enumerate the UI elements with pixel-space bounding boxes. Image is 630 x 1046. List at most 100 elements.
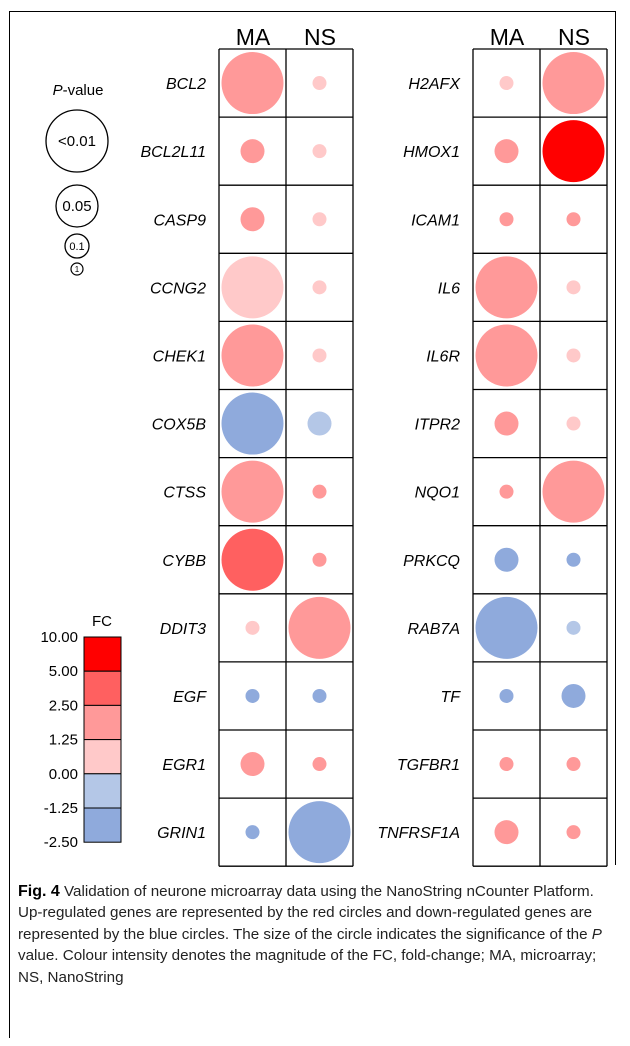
gene-label-ccng2: CCNG2 bbox=[150, 280, 206, 297]
fc-legend-tick-1: 5.00 bbox=[49, 663, 78, 680]
pvalue-legend-circle-2 bbox=[64, 233, 90, 259]
bubble-ns-tf bbox=[561, 683, 586, 708]
gene-label-rab7a: RAB7A bbox=[408, 621, 460, 638]
bubble-ns-cox5b bbox=[307, 411, 332, 436]
fc-legend-bin-4 bbox=[83, 773, 122, 809]
bubble-ma-nqo1 bbox=[499, 484, 514, 499]
gene-label-nqo1: NQO1 bbox=[415, 485, 460, 502]
pvalue-legend-label-1: 0.05 bbox=[62, 198, 91, 215]
bubble-ns-egr1 bbox=[312, 757, 327, 772]
gene-label-itpr2: ITPR2 bbox=[415, 417, 460, 434]
panel-1-col-header-ma: MA bbox=[236, 24, 271, 50]
gene-label-cybb: CYBB bbox=[162, 553, 206, 570]
bubble-ma-egr1 bbox=[240, 752, 265, 777]
bubble-ns-rab7a bbox=[566, 620, 581, 635]
fc-legend-bin-0 bbox=[83, 636, 122, 672]
bubble-ma-cox5b bbox=[221, 392, 284, 455]
pvalue-legend-circle-1 bbox=[55, 184, 99, 228]
fc-legend-tick-3: 1.25 bbox=[49, 732, 78, 749]
bubble-ns-icam1 bbox=[566, 212, 581, 227]
gene-label-cox5b: COX5B bbox=[152, 417, 207, 434]
bubble-ma-egf bbox=[245, 688, 260, 703]
gene-label-icam1: ICAM1 bbox=[411, 212, 460, 229]
pvalue-legend-label-0: <0.01 bbox=[58, 133, 96, 150]
bubble-ma-icam1 bbox=[499, 212, 514, 227]
bubble-ma-ccng2 bbox=[221, 256, 284, 319]
bubble-ns-itpr2 bbox=[566, 416, 581, 431]
bubble-ma-il6 bbox=[475, 256, 538, 319]
gene-label-il6r: IL6R bbox=[426, 348, 460, 365]
bubble-ma-tf bbox=[499, 688, 514, 703]
bubble-ns-ctss bbox=[312, 484, 327, 499]
bubble-ns-chek1 bbox=[312, 348, 327, 363]
bubble-ma-itpr2 bbox=[494, 411, 519, 436]
bubble-ma-ctss bbox=[221, 460, 284, 523]
figure-caption: Fig. 4 Validation of neurone microarray … bbox=[18, 881, 618, 988]
gene-label-tnfrsf1a: TNFRSF1A bbox=[377, 825, 460, 842]
pvalue-legend-circle-3 bbox=[70, 262, 84, 276]
bubble-ma-casp9 bbox=[240, 207, 265, 232]
bubble-ns-cybb bbox=[312, 552, 327, 567]
bubble-ma-il6r bbox=[475, 324, 538, 387]
bubble-ns-bcl2 bbox=[312, 76, 327, 91]
bubble-ma-hmox1 bbox=[494, 139, 519, 164]
gene-label-tf: TF bbox=[440, 689, 461, 706]
bubble-ns-nqo1 bbox=[542, 460, 605, 523]
fc-legend-bin-3 bbox=[83, 739, 122, 775]
caption-text-2: value. Colour intensity denotes the magn… bbox=[18, 947, 597, 986]
bubble-ma-chek1 bbox=[221, 324, 284, 387]
bubble-ma-bcl2l11 bbox=[240, 139, 265, 164]
bubble-ns-casp9 bbox=[312, 212, 327, 227]
gene-label-chek1: CHEK1 bbox=[153, 348, 206, 365]
bubble-ns-prkcq bbox=[566, 552, 581, 567]
caption-text-p: P bbox=[591, 925, 602, 943]
bubble-ma-tnfrsf1a bbox=[494, 820, 519, 845]
bubble-ma-grin1 bbox=[245, 825, 260, 840]
pvalue-legend-title-rest: -value bbox=[63, 82, 104, 99]
fc-legend-bin-2 bbox=[83, 704, 122, 741]
gene-label-il6: IL6 bbox=[438, 280, 460, 297]
bubble-ns-tnfrsf1a bbox=[566, 825, 581, 840]
bubble-ns-h2afx bbox=[542, 52, 605, 115]
bubble-ns-bcl2l11 bbox=[312, 144, 327, 159]
pvalue-legend-label-2: 0.1 bbox=[69, 241, 84, 253]
gene-label-bcl2: BCL2 bbox=[166, 76, 206, 93]
bubble-ns-il6r bbox=[566, 348, 581, 363]
gene-label-egr1: EGR1 bbox=[162, 757, 206, 774]
gene-label-h2afx: H2AFX bbox=[408, 76, 461, 93]
bubble-ma-ddit3 bbox=[245, 620, 260, 635]
gene-label-hmox1: HMOX1 bbox=[403, 144, 460, 161]
pvalue-legend-title: P-value bbox=[53, 82, 104, 99]
bubble-ns-grin1 bbox=[288, 801, 351, 864]
bubble-ma-h2afx bbox=[499, 76, 514, 91]
gene-label-prkcq: PRKCQ bbox=[403, 553, 460, 570]
fc-legend-tick-5: -1.25 bbox=[44, 800, 78, 817]
bubble-ns-ddit3 bbox=[288, 596, 351, 659]
fc-legend-tick-0: 10.00 bbox=[40, 629, 78, 646]
panel-2: H2AFX HMOX1 ICAM1 IL6 IL6R ITPR2 NQO1 PRKCQ RAB7… bbox=[377, 48, 608, 867]
panel-2-col-header-ns: NS bbox=[558, 24, 590, 50]
bubble-ma-tgfbr1 bbox=[499, 757, 514, 772]
panel-1-col-header-ns: NS bbox=[304, 24, 336, 50]
fc-color-legend: FC 10.00 5.00 2.50 1.25 0.00 -1.25 -2.50 bbox=[40, 613, 122, 851]
fc-legend-tick-2: 2.50 bbox=[49, 697, 78, 714]
gene-label-ddit3: DDIT3 bbox=[160, 621, 206, 638]
pvalue-size-legend: P-value <0.01 0.05 0.1 1 bbox=[45, 82, 109, 276]
caption-text-1: Validation of neurone microarray data us… bbox=[18, 883, 594, 943]
fc-legend-bin-5 bbox=[83, 807, 122, 843]
gene-label-bcl2l11: BCL2L11 bbox=[140, 144, 206, 161]
fc-legend-tick-4: 0.00 bbox=[49, 766, 78, 783]
figure-frame bbox=[9, 11, 616, 1038]
panel-2-col-header-ma: MA bbox=[490, 24, 525, 50]
pvalue-legend-label-3: 1 bbox=[75, 265, 80, 274]
pvalue-legend-title-italic: P bbox=[53, 82, 63, 99]
bubble-ns-ccng2 bbox=[312, 280, 327, 295]
bubble-ma-prkcq bbox=[494, 547, 519, 572]
bubble-ns-hmox1 bbox=[542, 120, 605, 183]
bubble-ma-rab7a bbox=[475, 596, 538, 659]
gene-label-tgfbr1: TGFBR1 bbox=[397, 757, 460, 774]
bubble-ns-il6 bbox=[566, 280, 581, 295]
pvalue-legend-circle-0 bbox=[45, 109, 109, 173]
panel-1: BCL2 BCL2L11 CASP9 CCNG2 CHEK1 COX5B CTSS CYBB D… bbox=[140, 48, 354, 867]
